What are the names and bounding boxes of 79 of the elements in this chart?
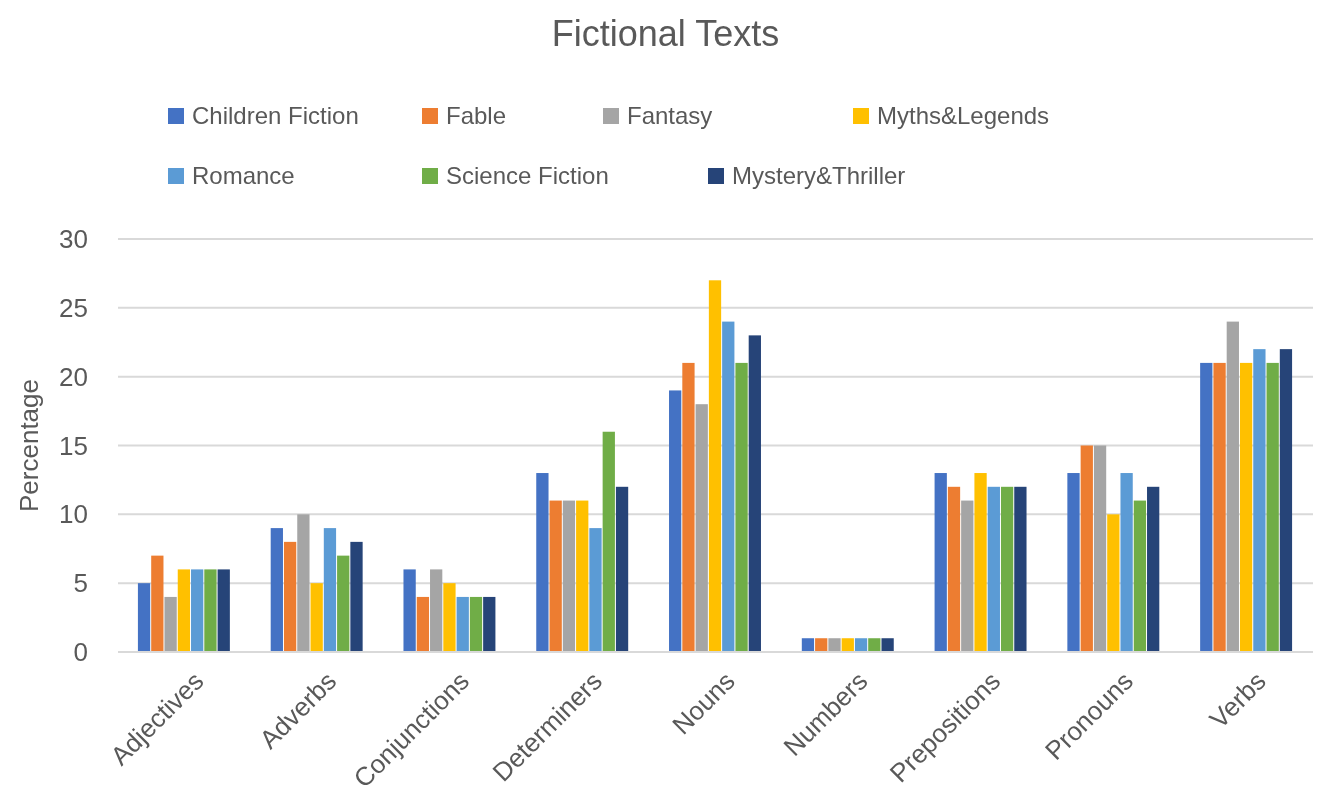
bar: [137, 583, 151, 652]
bar: [669, 390, 682, 652]
bar: [337, 555, 350, 652]
bar: [801, 638, 815, 652]
bar: [430, 569, 443, 652]
bar: [1147, 486, 1160, 652]
bar: [735, 362, 748, 652]
bar: [1000, 486, 1014, 652]
bar: [536, 473, 549, 652]
legend-label: Children Fiction: [192, 102, 359, 130]
bar: [1226, 321, 1239, 652]
bar: [1266, 362, 1279, 652]
bar: [270, 528, 283, 652]
legend-label: Mystery&Thriller: [732, 162, 906, 190]
bar: [1067, 473, 1080, 652]
bar: [1200, 362, 1213, 652]
bar: [191, 569, 204, 652]
bar: [456, 596, 469, 652]
bar: [868, 638, 881, 652]
y-tick-label: 15: [59, 430, 88, 461]
bar: [549, 500, 562, 652]
bar: [1107, 514, 1120, 652]
bar: [443, 583, 456, 652]
bar: [841, 638, 854, 652]
bar: [695, 404, 708, 652]
bar: [854, 638, 868, 652]
legend-label: Myths&Legends: [877, 102, 1050, 130]
bar: [350, 541, 363, 652]
bar: [934, 473, 947, 652]
bar: [562, 500, 576, 652]
bar: [1253, 349, 1266, 652]
bar: [576, 500, 589, 652]
y-tick-label: 10: [59, 499, 88, 530]
y-axis-title: Percentage: [14, 379, 44, 512]
legend-label: Fantasy: [627, 102, 713, 130]
bar: [204, 569, 217, 652]
y-tick-label: 20: [59, 361, 88, 392]
y-tick-label: 0: [73, 637, 88, 668]
bar: [881, 638, 894, 652]
bar: [297, 514, 310, 652]
bar: [589, 528, 602, 652]
legend-label: Fable: [446, 102, 507, 130]
chart-title: Fictional Texts: [551, 13, 780, 54]
bar: [151, 555, 164, 652]
bar: [177, 569, 191, 652]
bar: [1014, 486, 1027, 652]
bar: [1279, 349, 1293, 652]
bar: [1213, 362, 1226, 652]
bar: [1093, 445, 1107, 652]
legend-label: Science Fiction: [446, 162, 609, 190]
bar: [602, 431, 615, 652]
bar: [708, 280, 722, 652]
bar: [1120, 473, 1133, 652]
bar: [615, 486, 629, 652]
bar: [722, 321, 735, 652]
bar: [1080, 445, 1093, 652]
bar: [469, 596, 483, 652]
bar: [416, 596, 430, 652]
bar: [748, 335, 761, 652]
bar: [310, 583, 323, 652]
y-tick-label: 30: [59, 224, 88, 255]
bar: [164, 596, 177, 652]
bar: [947, 486, 961, 652]
bar: [323, 528, 337, 652]
bar: [815, 638, 828, 652]
bar: [403, 569, 416, 652]
bar: [283, 541, 297, 652]
bar: [974, 473, 987, 652]
y-tick-label: 25: [59, 292, 88, 323]
bar: [483, 596, 496, 652]
y-tick-label: 5: [73, 568, 88, 599]
bar: [961, 500, 974, 652]
bar: [987, 486, 1000, 652]
bar: [1239, 362, 1253, 652]
bar: [1133, 500, 1147, 652]
bar: [217, 569, 230, 652]
legend-label: Romance: [192, 162, 295, 190]
bar: [828, 638, 841, 652]
bar: [682, 362, 695, 652]
